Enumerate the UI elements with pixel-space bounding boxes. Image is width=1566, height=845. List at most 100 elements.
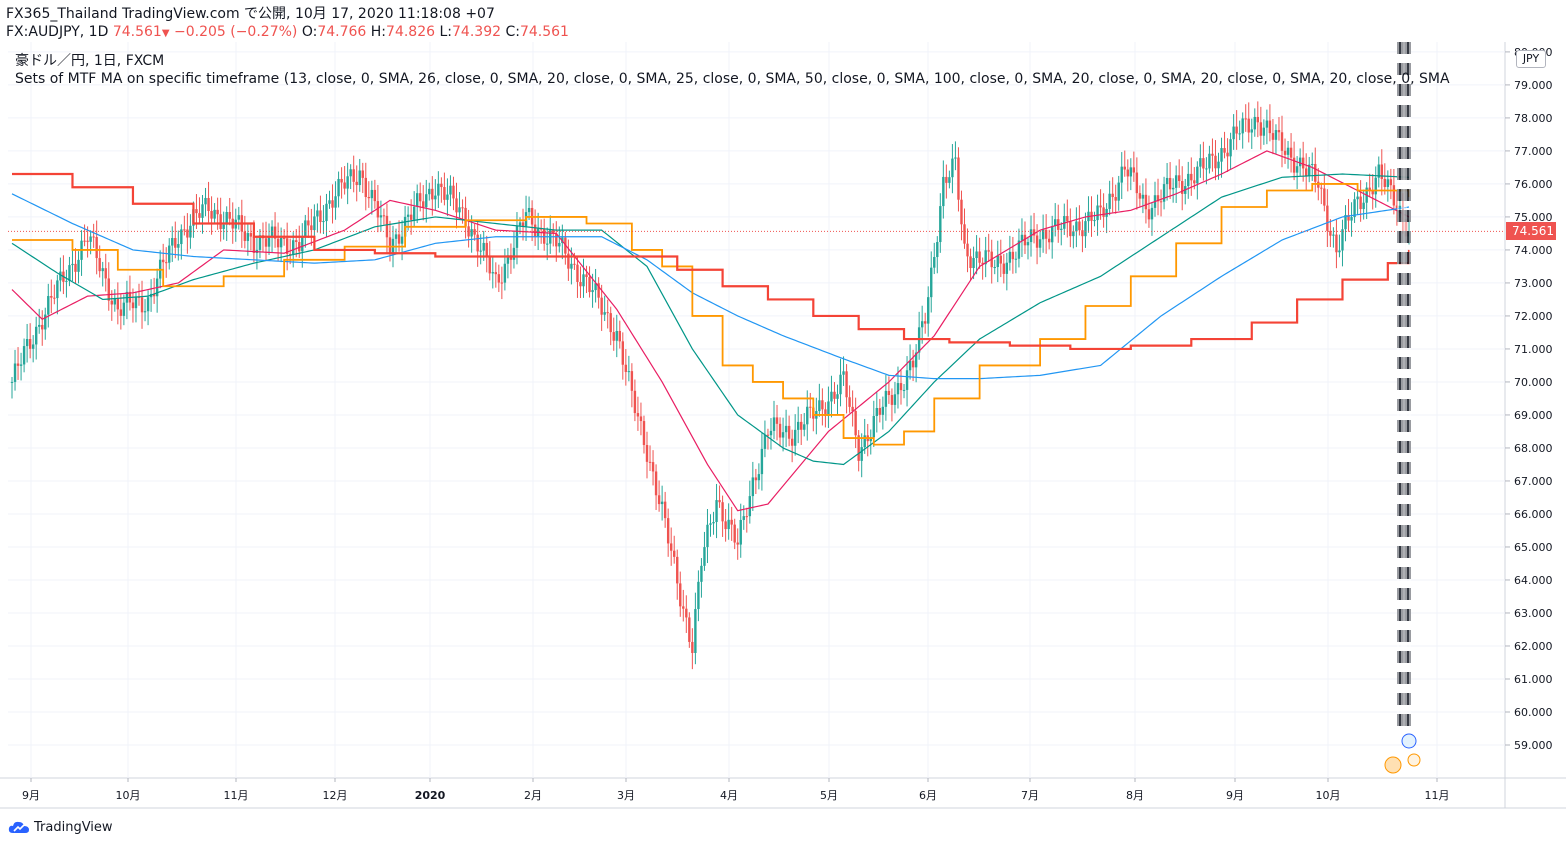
- ma-line-ma100: [11, 193, 1410, 380]
- candle-body: [709, 523, 712, 525]
- candle-body: [824, 409, 827, 417]
- candle-body: [473, 229, 476, 235]
- y-tick-label: 68.000: [1514, 442, 1553, 455]
- candle-body: [1069, 221, 1072, 237]
- candle-body: [945, 176, 948, 183]
- candle-body: [434, 195, 437, 200]
- candle-body: [733, 524, 736, 543]
- candle-body: [497, 274, 501, 283]
- candle-body: [1362, 202, 1365, 210]
- candle-body: [703, 547, 706, 566]
- candle-body: [1268, 120, 1272, 134]
- candle-body: [724, 521, 727, 530]
- candle-body: [573, 263, 576, 265]
- candle-body: [836, 394, 839, 399]
- candle-body: [273, 226, 277, 239]
- y-tick-label: 72.000: [1514, 310, 1553, 323]
- symbol-ohlc-line: FX:AUDJPY, 1D 74.561▼ −0.205 (−0.27%) O:…: [6, 23, 569, 43]
- last-price: 74.561: [112, 24, 162, 40]
- candle-body: [1241, 118, 1244, 134]
- candle-body: [71, 263, 74, 266]
- candle-body: [152, 293, 156, 297]
- candle-body: [440, 183, 443, 188]
- price-change: −0.205 (−0.27%): [173, 24, 298, 40]
- y-tick-label: 70.000: [1514, 376, 1553, 389]
- candle-body: [845, 371, 848, 398]
- candle-body: [745, 516, 748, 518]
- candle-body: [679, 583, 682, 607]
- candle-body: [706, 524, 709, 548]
- time-axis[interactable]: 9月 10月 11月 12月 2020 2月 3月 4月 5月 6月 7月 8月 9月 10月 11月: [22, 778, 1450, 802]
- event-icon: [1407, 753, 1421, 767]
- candle-body: [1208, 153, 1211, 169]
- candle-body: [872, 416, 875, 438]
- candle-body: [503, 263, 507, 283]
- candle-body: [539, 228, 543, 230]
- candle-body: [884, 390, 888, 407]
- candle-body: [1311, 163, 1314, 165]
- candle-body: [676, 556, 679, 584]
- candle-body: [346, 176, 349, 189]
- candle-body: [1054, 219, 1057, 227]
- currency-badge[interactable]: JPY: [1516, 50, 1546, 68]
- candle-body: [642, 421, 646, 446]
- candle-body: [1304, 168, 1308, 176]
- candle-body: [1162, 184, 1166, 202]
- x-tick-label: 2月: [524, 789, 542, 802]
- candle-body: [1072, 231, 1075, 237]
- candle-body: [1066, 216, 1069, 222]
- candle-body: [412, 206, 416, 220]
- candle-body: [1035, 235, 1039, 248]
- candle-body: [307, 220, 310, 226]
- candle-body: [470, 229, 473, 237]
- candle-body: [10, 381, 14, 383]
- y-tick-label: 64.000: [1514, 574, 1553, 587]
- candle-body: [691, 641, 694, 653]
- candle-body: [177, 244, 180, 248]
- candle-body: [1132, 167, 1136, 173]
- candle-body: [316, 210, 319, 217]
- candle-body: [1041, 229, 1045, 240]
- candle-body: [68, 265, 71, 281]
- candle-body: [204, 197, 207, 205]
- candle-body: [948, 177, 951, 183]
- candle-body: [558, 242, 561, 247]
- x-tick-label: 3月: [617, 789, 635, 802]
- x-tick-label: 11月: [224, 789, 249, 802]
- candle-body: [449, 185, 452, 195]
- candle-body: [603, 312, 606, 315]
- candle-body: [22, 346, 26, 365]
- candle-body: [1377, 164, 1380, 178]
- candle-body: [31, 344, 35, 349]
- candle-body: [911, 360, 915, 368]
- candle-body: [833, 391, 836, 399]
- candle-body: [645, 445, 649, 462]
- candle-body: [319, 210, 322, 223]
- x-tick-label: 9月: [1226, 789, 1244, 802]
- candle-body: [186, 229, 189, 238]
- tradingview-logo[interactable]: TradingView: [8, 817, 113, 837]
- candle-body: [609, 313, 612, 333]
- candle-body: [83, 240, 86, 242]
- candle-body: [697, 581, 700, 610]
- candle-body: [249, 233, 253, 237]
- candle-body: [1099, 205, 1102, 208]
- candle-body: [428, 188, 431, 195]
- candle-body: [400, 236, 404, 244]
- candle-body: [902, 389, 906, 391]
- candle-body: [1187, 173, 1190, 187]
- candle-body: [1147, 209, 1151, 220]
- candle-body: [636, 413, 640, 417]
- candle-body: [455, 198, 458, 213]
- x-tick-label: 9月: [22, 789, 40, 802]
- price-axis[interactable]: 59.000 60.000 61.000 62.000 63.000 64.000 65.0…: [1505, 46, 1553, 752]
- candle-body: [101, 268, 104, 272]
- indicator-legend[interactable]: Sets of MTF MA on specific timeframe (13…: [15, 71, 1450, 87]
- candle-body: [860, 447, 863, 461]
- candle-body: [276, 238, 280, 248]
- last-price-tag: 74.561: [1506, 222, 1556, 241]
- candle-body: [422, 201, 425, 208]
- candle-body: [113, 297, 117, 305]
- candle-body: [766, 434, 770, 436]
